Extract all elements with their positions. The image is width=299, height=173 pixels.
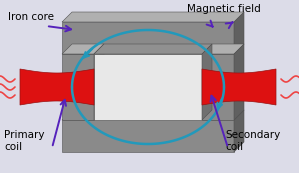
Polygon shape bbox=[234, 12, 244, 54]
Polygon shape bbox=[202, 44, 212, 120]
Polygon shape bbox=[62, 22, 234, 54]
Text: Iron core: Iron core bbox=[8, 12, 54, 22]
Polygon shape bbox=[234, 44, 244, 120]
Polygon shape bbox=[62, 44, 104, 54]
Polygon shape bbox=[20, 69, 94, 105]
Polygon shape bbox=[94, 44, 212, 54]
Polygon shape bbox=[62, 110, 244, 120]
Polygon shape bbox=[62, 120, 234, 152]
Polygon shape bbox=[62, 54, 94, 120]
Polygon shape bbox=[234, 110, 244, 152]
Polygon shape bbox=[62, 12, 244, 22]
Text: Secondary
coil: Secondary coil bbox=[225, 130, 280, 152]
Polygon shape bbox=[94, 54, 202, 120]
Polygon shape bbox=[94, 44, 104, 120]
Polygon shape bbox=[202, 44, 244, 54]
Text: Primary
coil: Primary coil bbox=[4, 130, 45, 152]
Polygon shape bbox=[202, 54, 234, 120]
Text: Magnetic field: Magnetic field bbox=[187, 4, 261, 14]
Polygon shape bbox=[202, 69, 276, 105]
